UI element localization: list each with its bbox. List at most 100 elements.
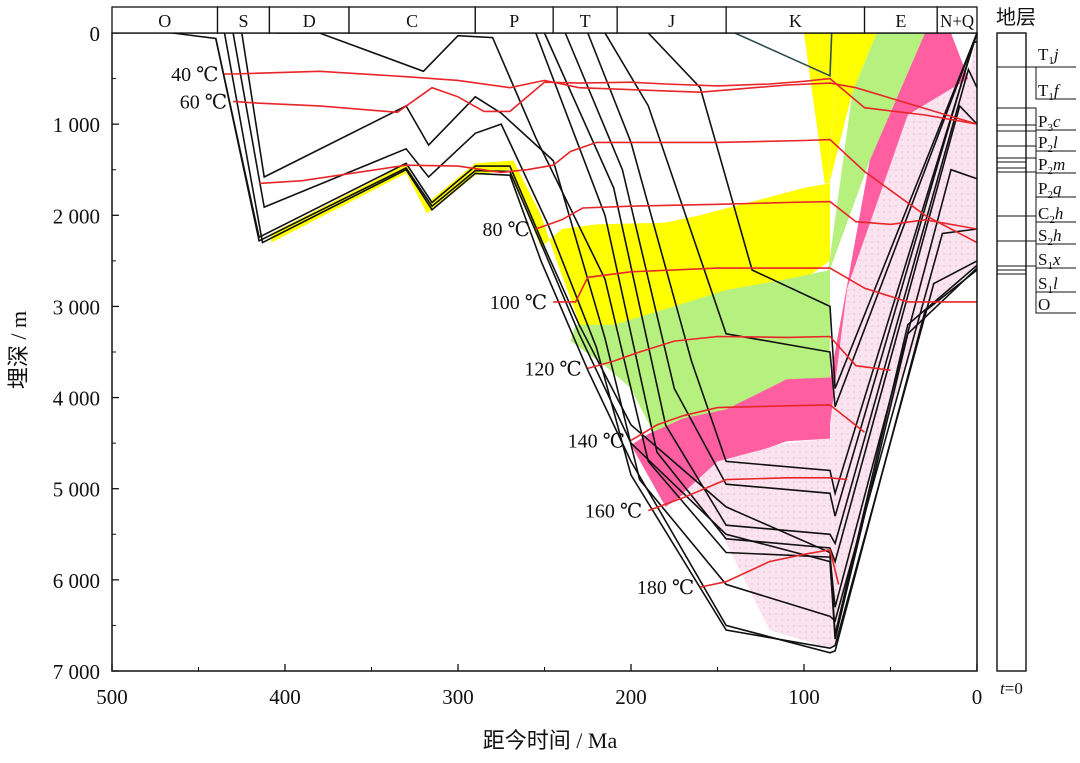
y-tick-label-5: 5 000	[53, 478, 100, 502]
strat-layer-label-1: T1f	[1038, 81, 1061, 103]
time-zero-symbol: t	[1000, 679, 1006, 698]
maturity-zone-stipple-1	[830, 33, 977, 644]
period-cell-9	[936, 6, 978, 34]
isotherm-label-7: 160 ℃	[585, 501, 642, 523]
period-cell-8	[863, 6, 938, 34]
strat-layer-letter: P	[1038, 179, 1047, 198]
strat-layer-letter: P	[1038, 155, 1047, 174]
x-axis-title: 距今时间 / Ma	[483, 728, 618, 753]
period-cell-2	[268, 6, 350, 34]
strat-layer-subscript: 2	[1047, 143, 1053, 155]
period-label-7: K	[789, 11, 802, 31]
x-tick-label-0: 500	[96, 685, 128, 709]
strat-column-box	[996, 32, 1027, 672]
period-label-1: S	[238, 11, 248, 31]
burial-curve-1	[215, 38, 978, 640]
burial-curve-10	[604, 32, 978, 407]
geologic-period-bar: O S D C P T J K E N+Q	[111, 6, 978, 34]
isotherm-line-7	[648, 476, 848, 512]
burial-curve-7	[543, 32, 978, 546]
burial-curve-4	[241, 32, 978, 623]
period-label-0: O	[158, 11, 171, 31]
period-cell-4	[474, 6, 554, 34]
x-tick-label-2: 300	[442, 685, 474, 709]
burial-curves	[172, 32, 978, 654]
maturity-zone-4	[828, 33, 926, 275]
isotherm-line-6	[630, 404, 865, 442]
burial-curve-12	[734, 32, 833, 78]
strat-layer-letter: S	[1038, 274, 1047, 293]
strat-leader-10	[1026, 265, 1076, 314]
strat-layer-label-9: S1l	[1038, 274, 1058, 296]
strat-layer-suffix: l	[1053, 274, 1058, 293]
strat-layer-letter: O	[1038, 295, 1050, 314]
isotherm-lines: 40 ℃ 60 ℃ 80 ℃ 100 ℃ 120 ℃ 140 ℃ 160 ℃ 180 ℃	[171, 64, 978, 599]
x-tick-label-4: 100	[788, 685, 820, 709]
maturity-zone-2	[828, 33, 877, 188]
period-label-4: P	[509, 11, 519, 31]
strat-layer-suffix: l	[1053, 133, 1058, 152]
y-tick-label-4: 4 000	[53, 387, 100, 411]
period-cell-6	[616, 6, 727, 34]
strat-leader-2	[1026, 107, 1076, 131]
strat-layer-label-3: P2l	[1038, 133, 1058, 155]
isotherm-label-8: 180 ℃	[637, 577, 694, 599]
strat-layer-letter: T	[1038, 45, 1049, 64]
period-cell-3	[348, 6, 476, 34]
strat-layer-suffix: h	[1055, 204, 1064, 223]
burial-curve-11	[647, 32, 978, 389]
isotherm-label-4: 100 ℃	[490, 292, 547, 314]
strat-layer-suffix: x	[1052, 250, 1061, 269]
strat-layer-letter: C	[1038, 204, 1049, 223]
time-zero-value: =0	[1005, 679, 1023, 698]
strat-layer-suffix: f	[1054, 81, 1061, 100]
strat-layer-label-6: C2h	[1038, 204, 1063, 226]
strat-layer-suffix: h	[1053, 226, 1062, 245]
period-label-3: C	[406, 11, 418, 31]
strat-layer-label-2: P3c	[1038, 112, 1061, 134]
isotherm-line-2	[259, 138, 978, 244]
isotherm-line-8	[700, 548, 840, 588]
time-zero-label: t=0	[1000, 679, 1023, 698]
strat-layer-letter: S	[1038, 226, 1047, 245]
period-label-2: D	[303, 11, 316, 31]
strat-layer-subscript: 1	[1047, 260, 1053, 272]
x-tick-label-5: 0	[972, 685, 983, 709]
strat-layer-subscript: 1	[1047, 284, 1053, 296]
y-tick-label-6: 6 000	[53, 569, 100, 593]
isotherm-line-1	[233, 77, 978, 125]
y-tick-label-7: 7 000	[53, 660, 100, 684]
strat-layer-subscript: 2	[1047, 236, 1053, 248]
isotherm-label-0: 40 ℃	[171, 64, 218, 86]
isotherm-line-4	[553, 267, 977, 303]
burial-curve-2	[223, 32, 978, 654]
isotherm-label-1: 60 ℃	[180, 91, 227, 113]
isotherm-label-3: 80 ℃	[482, 219, 529, 241]
isotherm-line-0	[224, 70, 978, 125]
maturity-zone-5	[631, 377, 830, 507]
isotherm-label-6: 140 ℃	[568, 430, 625, 452]
strat-layer-label-8: S1x	[1038, 250, 1061, 272]
period-label-6: J	[668, 11, 675, 31]
strat-layer-suffix: j	[1052, 45, 1059, 64]
period-cell-0	[111, 6, 219, 34]
strat-layer-letter: P	[1038, 112, 1047, 131]
strat-layer-subscript: 2	[1047, 189, 1053, 201]
strat-leader-7	[1026, 171, 1076, 245]
x-tick-label-3: 200	[615, 685, 647, 709]
strat-layer-suffix: c	[1053, 112, 1061, 131]
y-tick-label-3: 3 000	[53, 295, 100, 319]
period-label-5: T	[580, 11, 591, 31]
strat-layer-label-10: O	[1038, 295, 1050, 314]
strat-layer-subscript: 1	[1048, 55, 1054, 67]
stratigraphy-title: 地层	[996, 6, 1036, 29]
strat-layer-suffix: m	[1053, 155, 1065, 174]
strat-layer-label-7: S2h	[1038, 226, 1061, 248]
x-tick-label-1: 400	[269, 685, 301, 709]
isotherm-line-3	[535, 200, 978, 230]
strat-layer-label-0: T1j	[1038, 45, 1059, 67]
y-tick-label-2: 2 000	[53, 204, 100, 228]
strat-layer-letter: T	[1038, 81, 1049, 100]
